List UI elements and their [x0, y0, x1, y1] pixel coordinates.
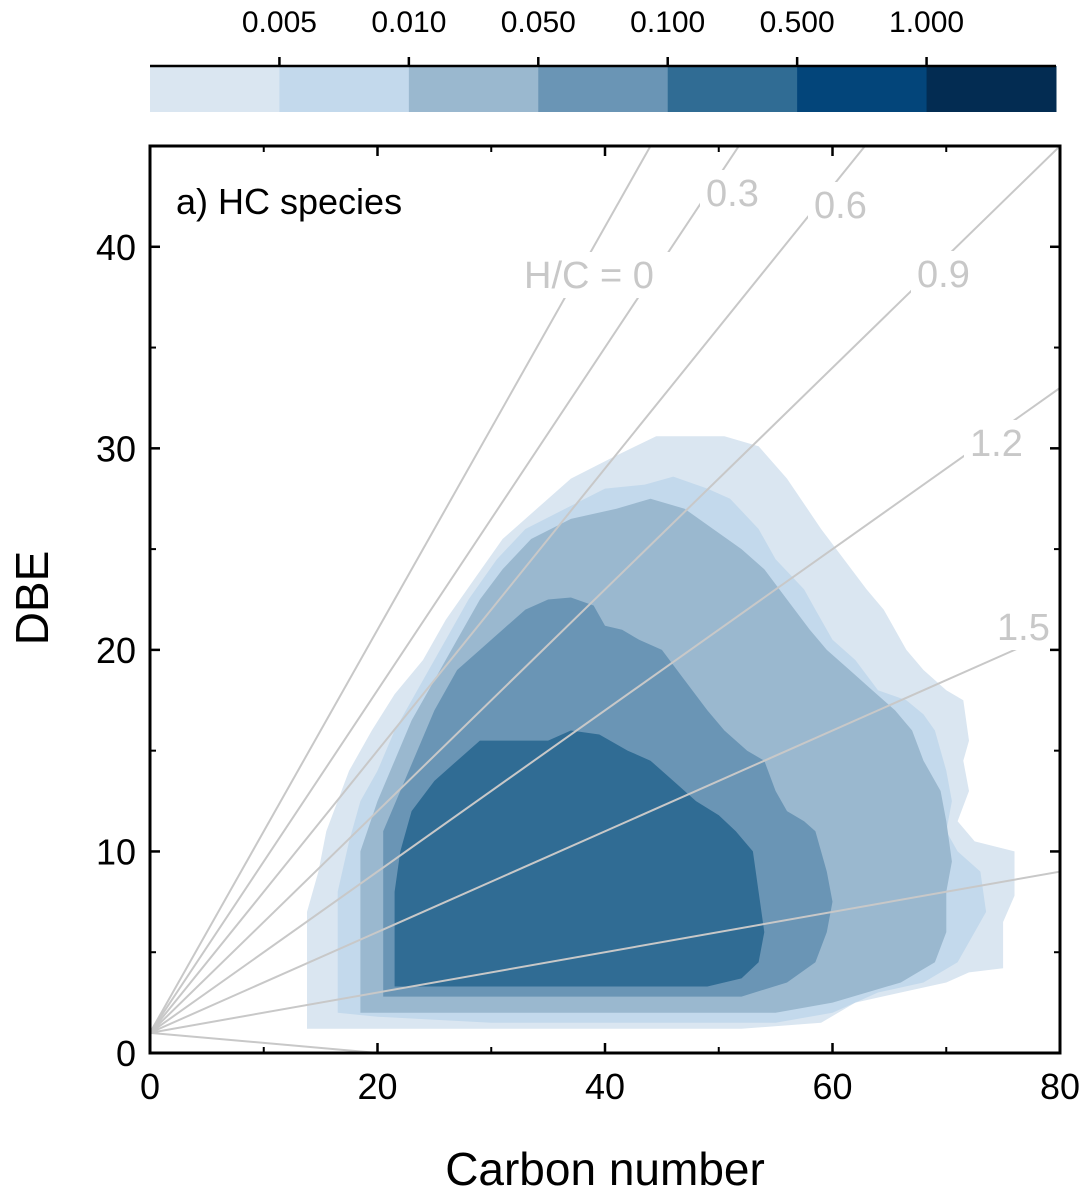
hc-line-1.8	[150, 870, 1060, 1034]
hc-label-1.5: 1.5	[997, 607, 1050, 649]
colorbar-segment	[279, 66, 410, 112]
hc-line-0.3	[150, 146, 741, 1034]
hc-label-background	[991, 604, 1071, 650]
colorbar-tick-label: 0.010	[371, 6, 446, 39]
y-tick-label: 40	[96, 227, 136, 268]
x-tick-label: 60	[812, 1066, 852, 1107]
x-tick-label: 80	[1040, 1066, 1080, 1107]
hc-label-background	[911, 251, 991, 297]
tick-labels: 0 20 40 60 80 0 10 20 30 40	[96, 227, 1080, 1107]
hc-label-background	[518, 252, 686, 298]
y-tick-label: 20	[96, 630, 136, 671]
colorbar-segment	[538, 66, 669, 112]
hc-line-1.5	[150, 628, 1060, 1034]
panel-label: a) HC species	[176, 181, 402, 222]
hc-label-0.9: 0.9	[917, 254, 970, 296]
plot-area: H/C = 0 0.3 0.6 0.9 1.2 1.5 0 20 40 60 80 0 10 20 30 4…	[96, 144, 1080, 1107]
hc-label-0.3: 0.3	[706, 173, 759, 215]
colorbar-segment	[926, 66, 1057, 112]
y-axis-title: DBE	[6, 551, 58, 646]
colorbar-segment	[667, 66, 798, 112]
y-tick-label: 0	[116, 1033, 136, 1074]
hc-label-0.6: 0.6	[814, 185, 867, 227]
hc-ratio-labels: H/C = 0 0.3 0.6 0.9 1.2 1.5	[518, 170, 1071, 650]
colorbar-tick-label: 0.100	[630, 6, 705, 39]
y-tick-label: 30	[96, 428, 136, 469]
hc-line-0	[150, 146, 652, 1034]
hc-line-0.9	[150, 146, 1060, 1034]
colorbar-tick-label: 1.000	[889, 6, 964, 39]
hc-label-background	[808, 182, 888, 228]
colorbar-segment	[408, 66, 539, 112]
y-tick-label: 10	[96, 831, 136, 872]
colorbar-tick-label: 0.050	[501, 6, 576, 39]
hc-label-background	[964, 420, 1044, 466]
colorbar: 0.005 0.010 0.050 0.100 0.500 1.000	[150, 6, 1057, 112]
colorbar-segment	[150, 66, 280, 112]
x-tick-label: 40	[585, 1066, 625, 1107]
colorbar-segment	[797, 66, 928, 112]
x-tick-label: 20	[357, 1066, 397, 1107]
hc-label-1.2: 1.2	[970, 423, 1023, 465]
colorbar-tick-label: 0.500	[760, 6, 835, 39]
hc-line-1.2	[150, 386, 1060, 1034]
x-tick-label: 0	[140, 1066, 160, 1107]
hc-label-0: H/C = 0	[524, 255, 654, 297]
hc-label-background	[700, 170, 780, 216]
x-axis-title: Carbon number	[445, 1143, 765, 1195]
axis-ticks	[148, 146, 1062, 1055]
heatmap-regions	[307, 436, 1015, 1029]
colorbar-tick-label: 0.005	[242, 6, 317, 39]
